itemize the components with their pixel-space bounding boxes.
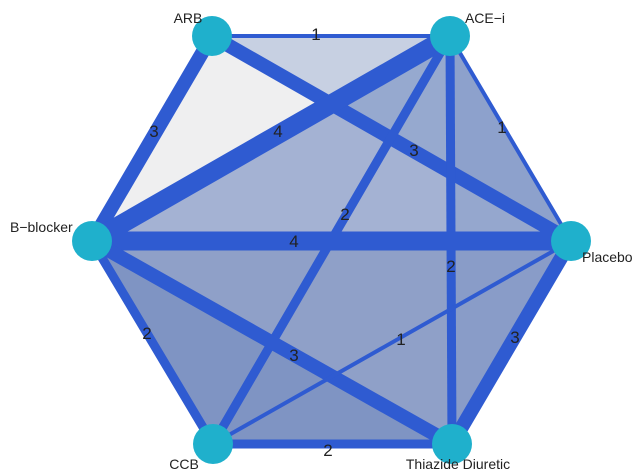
edge-arb-bblocker bbox=[85, 32, 219, 245]
node-label-placebo: Placebo bbox=[582, 249, 633, 265]
edge-label-arb-placebo: 3 bbox=[409, 141, 418, 160]
edge-acei-bblocker bbox=[87, 27, 455, 250]
node-placebo bbox=[551, 221, 591, 261]
edge-label-acei-bblocker: 4 bbox=[273, 122, 282, 141]
node-arb bbox=[192, 16, 232, 56]
treatment-labels: ARB ACE−i Placebo Thiazide Diuretic CCB B−blo… bbox=[10, 10, 633, 472]
edge-label-ccb-thiazide: 2 bbox=[323, 441, 332, 460]
node-label-arb: ARB bbox=[174, 10, 203, 26]
node-thiazide bbox=[432, 424, 472, 464]
edge-placebo-ccb bbox=[212, 239, 572, 446]
edge-label-arb-bblocker: 3 bbox=[149, 122, 158, 141]
node-acei bbox=[430, 16, 470, 56]
edge-label-acei-placebo: 1 bbox=[497, 118, 506, 137]
node-label-ccb: CCB bbox=[169, 456, 199, 472]
node-bblocker bbox=[72, 221, 112, 261]
edge-bblocker-ccb bbox=[88, 238, 217, 447]
edge-placebo-thiazide bbox=[445, 237, 578, 448]
edge-label-bblocker-thiazide: 3 bbox=[289, 346, 298, 365]
edge-label-bblocker-placebo: 4 bbox=[289, 232, 298, 251]
edge-label-acei-thiazide: 2 bbox=[446, 257, 455, 276]
edge-bblocker-thiazide bbox=[88, 234, 456, 451]
edge-acei-placebo bbox=[448, 34, 573, 243]
edge-count-labels: 1 3 3 4 1 2 2 4 2 3 1 3 2 bbox=[142, 25, 519, 460]
comparison-edges bbox=[85, 27, 578, 451]
edge-label-acei-ccb: 2 bbox=[340, 205, 349, 224]
node-label-thiazide: Thiazide Diuretic bbox=[406, 456, 510, 472]
edge-label-bblocker-ccb: 2 bbox=[142, 324, 151, 343]
edge-label-placebo-ccb: 1 bbox=[396, 330, 405, 349]
node-label-acei: ACE−i bbox=[465, 10, 505, 26]
node-label-bblocker: B−blocker bbox=[10, 219, 73, 235]
node-ccb bbox=[193, 424, 233, 464]
treatment-nodes bbox=[72, 16, 591, 464]
edge-label-placebo-thiazide: 3 bbox=[510, 328, 519, 347]
edge-label-arb-acei: 1 bbox=[311, 25, 320, 44]
